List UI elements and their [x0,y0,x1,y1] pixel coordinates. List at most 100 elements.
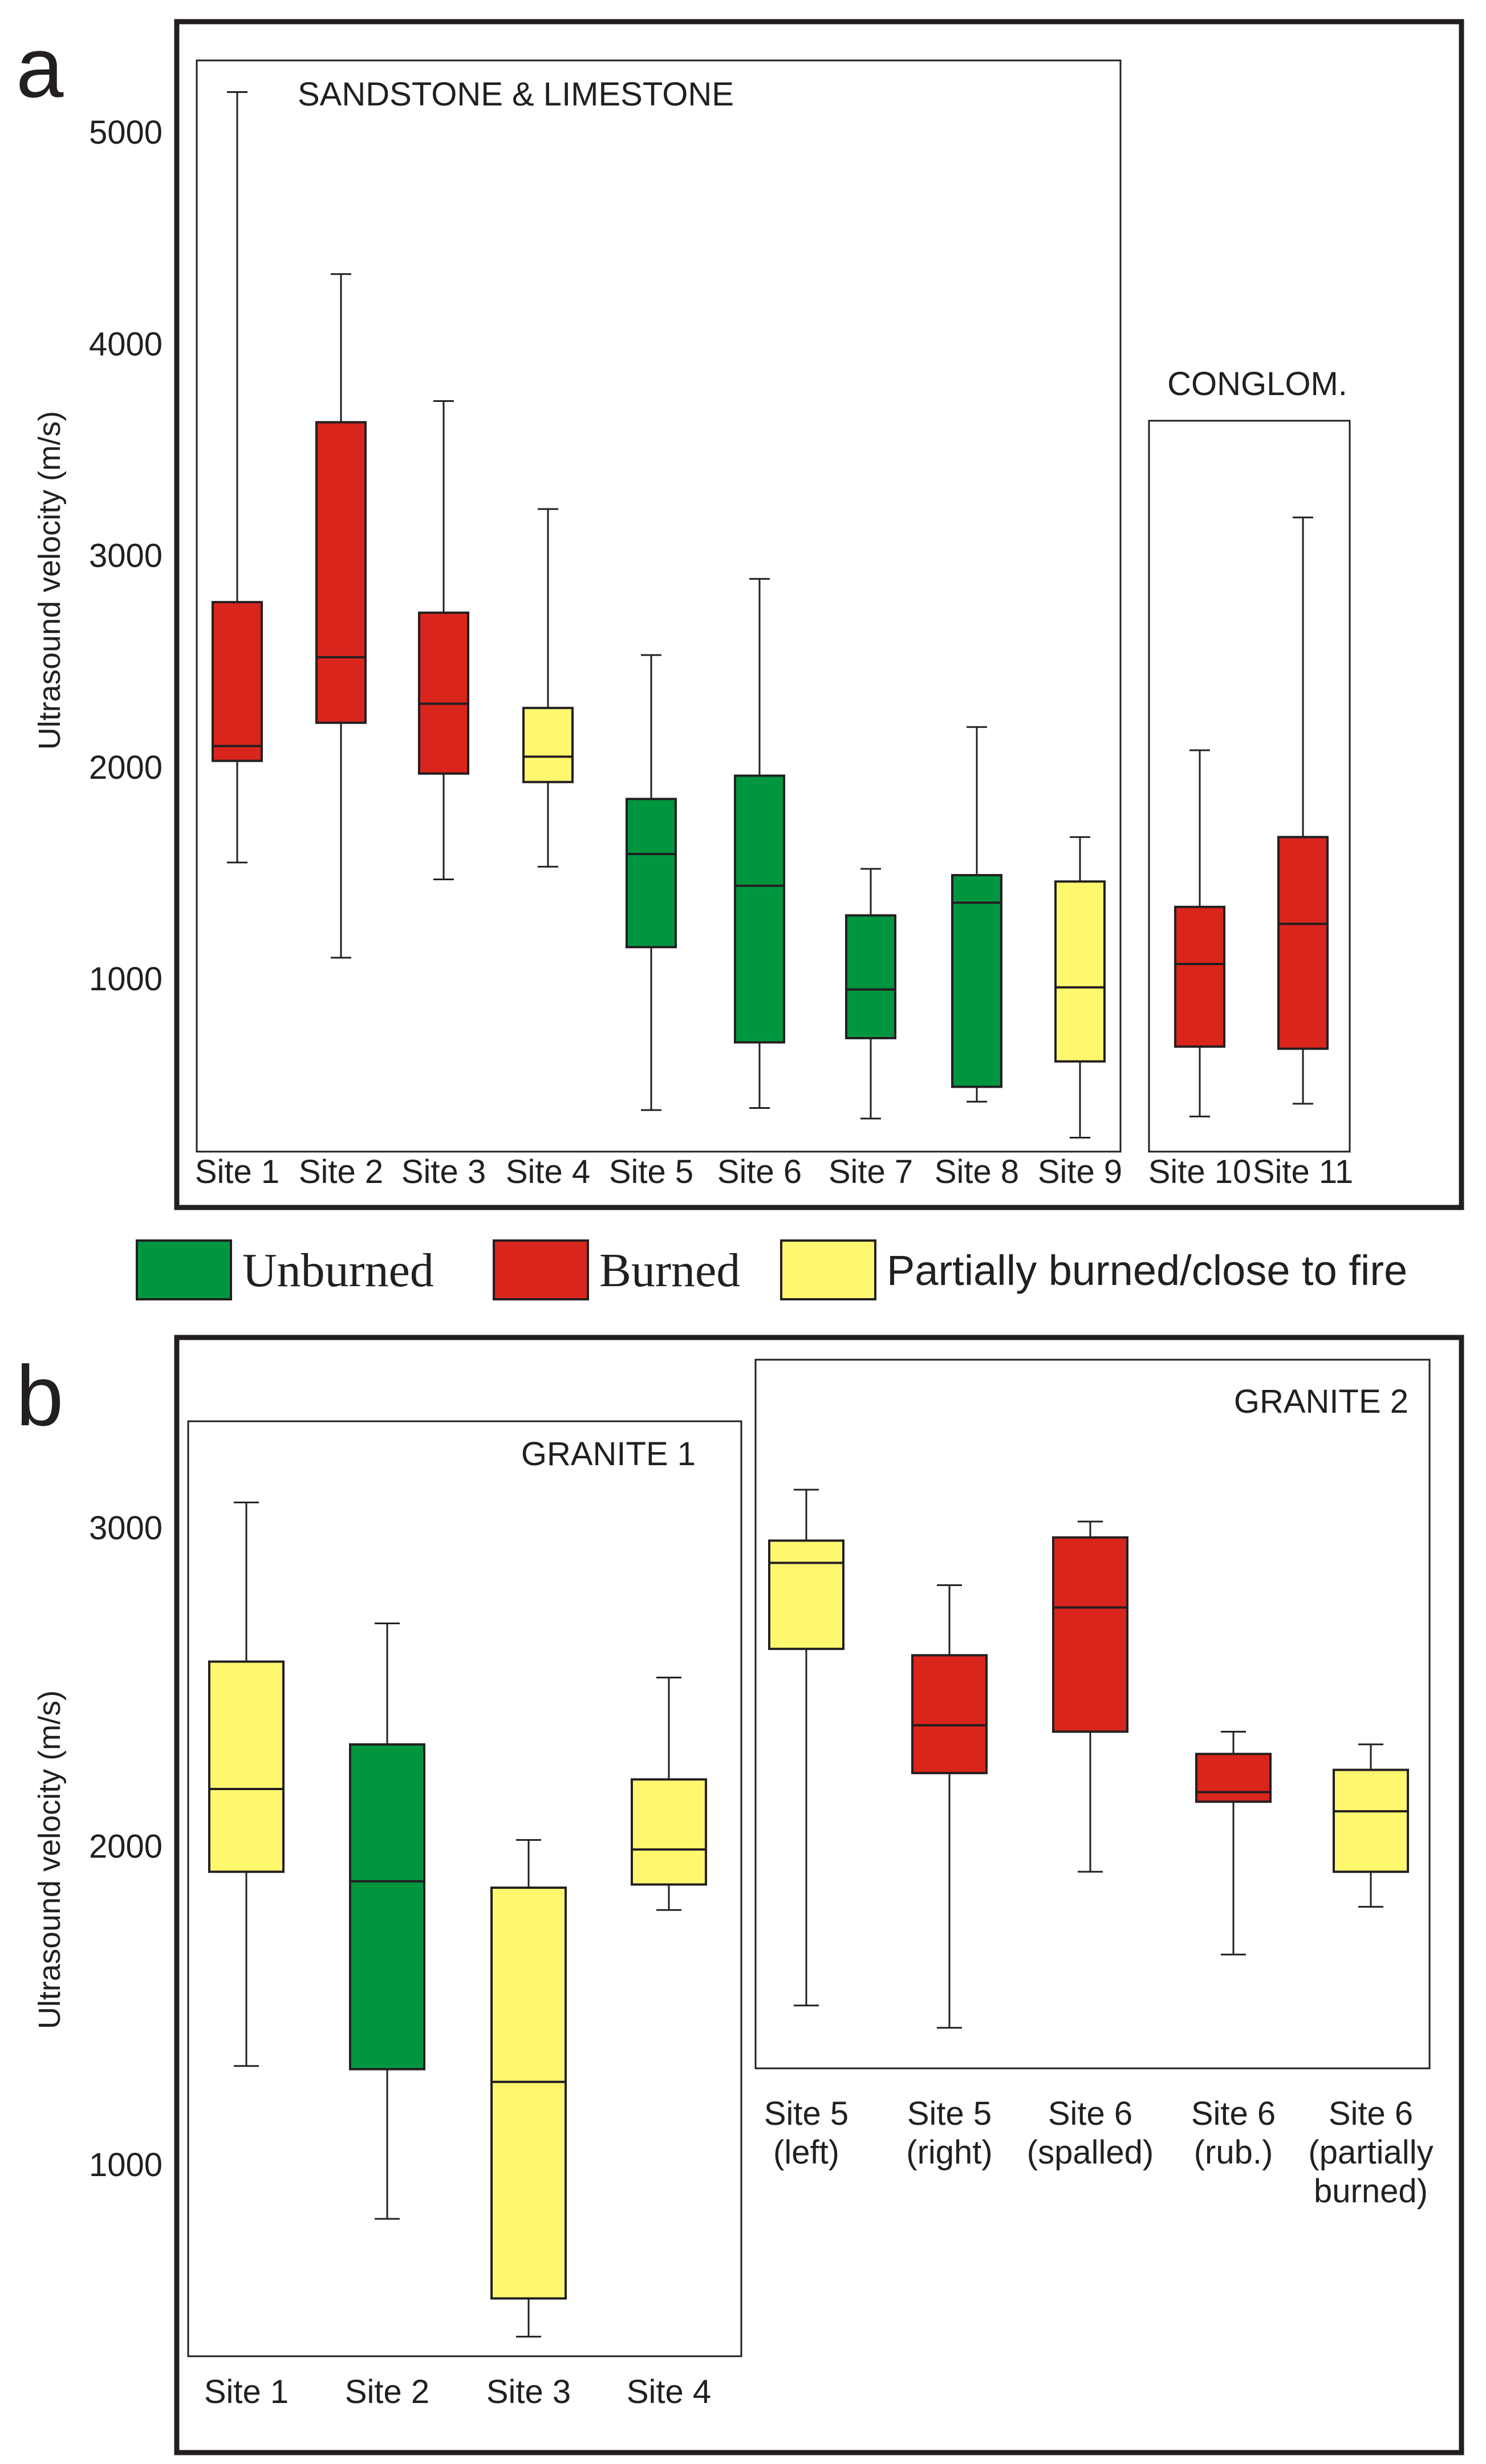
category-label-line-a-site-11-0: Site 11 [1253,1153,1353,1190]
category-label-line-b-site-6-rub-1: (rub.) [1194,2134,1273,2171]
box-a-site-7 [845,868,896,1120]
iqr-box-b-site-2 [349,1743,425,2071]
iqr-box-a-site-1 [212,601,263,762]
category-label-b-site-6-spalled: Site 6 (spalled) [1027,2095,1154,2171]
category-label-a-site-10: Site 10 [1148,1153,1252,1190]
iqr-box-b-site-3 [490,1886,567,2300]
box-a-site-1 [212,91,263,864]
legend-swatch-burned [493,1239,589,1300]
y-tick-label-b-1000: 1000 [89,2146,163,2184]
panel-a-letter: a [16,19,64,115]
category-label-b-site-3: Site 3 [486,2373,571,2410]
iqr-box-a-site-2 [315,421,367,724]
iqr-box-a-site-10 [1174,905,1225,1048]
group-box-granite2 [754,1359,1431,2069]
box-b-site-6-rub [1195,1730,1272,1955]
box-a-site-2 [315,273,367,959]
category-label-line-b-site-6-rub-0: Site 6 [1191,2095,1276,2132]
category-label-line-b-site-5-left-1: (left) [773,2134,839,2171]
y-tick-label-a-2000: 2000 [89,749,163,786]
category-label-a-site-5: Site 5 [609,1153,693,1190]
category-label-line-b-site-6-partially-burned-2: burned) [1314,2173,1428,2210]
legend-swatch-unburned [136,1239,232,1300]
iqr-box-a-site-11 [1277,836,1329,1050]
y-tick-label-a-4000: 4000 [89,326,163,363]
legend-label-partial: Partially burned/close to fire [887,1247,1407,1294]
iqr-box-a-site-3 [418,611,469,775]
category-label-line-a-site-1-0: Site 1 [195,1153,279,1190]
category-label-a-site-11: Site 11 [1253,1153,1353,1190]
y-tick-label-a-5000: 5000 [89,114,163,151]
iqr-box-b-site-6-rub [1195,1753,1272,1803]
box-b-site-1 [208,1501,285,2067]
panel-a-frame [174,19,1464,1210]
category-label-a-site-1: Site 1 [195,1153,279,1190]
category-label-b-site-2: Site 2 [345,2373,429,2410]
box-a-site-11 [1277,517,1329,1105]
box-b-site-3 [490,1839,567,2338]
iqr-box-b-site-5-left [768,1539,844,1650]
category-label-line-b-site-5-right-0: Site 5 [907,2095,992,2132]
y-tick-label-b-3000: 3000 [89,1510,163,1547]
y-axis-label-a: Ultrasound velocity (m/s) [33,411,67,750]
category-label-b-site-5-left: Site 5 (left) [764,2095,848,2171]
iqr-box-a-site-5 [626,798,677,949]
iqr-box-b-site-4 [631,1778,707,1886]
legend-label-burned: Burned [599,1244,740,1297]
group-box-conglomerate [1148,420,1351,1153]
group-title-granite2: GRANITE 2 [1234,1383,1408,1420]
category-label-line-a-site-2-0: Site 2 [299,1153,383,1190]
category-label-line-b-site-3-0: Site 3 [486,2373,571,2410]
y-tick-label-a-1000: 1000 [89,961,163,998]
category-label-line-b-site-5-left-0: Site 5 [764,2095,848,2132]
boxplot-series-a [212,91,1329,1139]
iqr-box-a-site-6 [734,774,785,1044]
category-label-b-site-6-rub: Site 6 (rub.) [1191,2095,1276,2171]
category-label-line-a-site-10-0: Site 10 [1148,1153,1252,1190]
box-b-site-5-right [911,1584,988,2029]
category-label-a-site-2: Site 2 [299,1153,383,1190]
legend: Unburned Burned Partially burned/close t… [136,1239,1407,1300]
box-a-site-6 [734,578,785,1109]
category-label-a-site-4: Site 4 [506,1153,590,1190]
category-label-line-a-site-3-0: Site 3 [401,1153,486,1190]
box-a-site-8 [951,726,1002,1103]
category-label-b-site-1: Site 1 [204,2373,289,2410]
category-label-line-a-site-6-0: Site 6 [717,1153,802,1190]
category-label-a-site-8: Site 8 [935,1153,1019,1190]
x-labels-a: Site 1 Site 2 Site 3 Site 4 Site 5 Site 6 Site… [195,1153,1353,1190]
category-label-line-b-site-6-spalled-1: (spalled) [1027,2134,1154,2171]
y-tick-label-b-2000: 2000 [89,1828,163,1865]
category-label-line-a-site-5-0: Site 5 [609,1153,693,1190]
panel-b-frame [174,1335,1464,2455]
group-title-conglomerate: CONGLOM. [1167,365,1347,402]
category-label-a-site-6: Site 6 [717,1153,802,1190]
group-title-granite1: GRANITE 1 [521,1436,696,1473]
box-b-site-6-partially-burned [1333,1743,1409,1908]
group-title-sandstone: SANDSTONE & LIMESTONE [298,76,734,113]
panel-b-letter: b [16,1348,63,1444]
category-label-line-b-site-5-right-1: (right) [906,2134,992,2171]
iqr-box-a-site-8 [951,874,1002,1088]
iqr-box-a-site-9 [1054,880,1106,1063]
y-axis-label-b: Ultrasound velocity (m/s) [33,1690,67,2029]
y-ticks-a: 1000 2000 3000 4000 5000 [89,114,163,998]
iqr-box-b-site-5-right [911,1654,988,1775]
category-label-line-a-site-9-0: Site 9 [1038,1153,1122,1190]
y-tick-label-a-3000: 3000 [89,538,163,575]
box-a-site-5 [626,654,677,1111]
iqr-box-b-site-1 [208,1660,285,1873]
box-b-site-5-left [768,1489,844,2007]
box-b-site-4 [631,1676,707,1911]
box-b-site-2 [349,1623,425,2220]
category-label-b-site-6-partially-burned: Site 6 (partially burned) [1308,2095,1433,2210]
category-label-a-site-9: Site 9 [1038,1153,1122,1190]
category-label-b-site-4: Site 4 [627,2373,711,2410]
legend-label-unburned: Unburned [242,1244,434,1297]
group-box-sandstone [196,59,1122,1153]
category-label-line-a-site-8-0: Site 8 [935,1153,1019,1190]
legend-swatch-partial [780,1239,876,1300]
